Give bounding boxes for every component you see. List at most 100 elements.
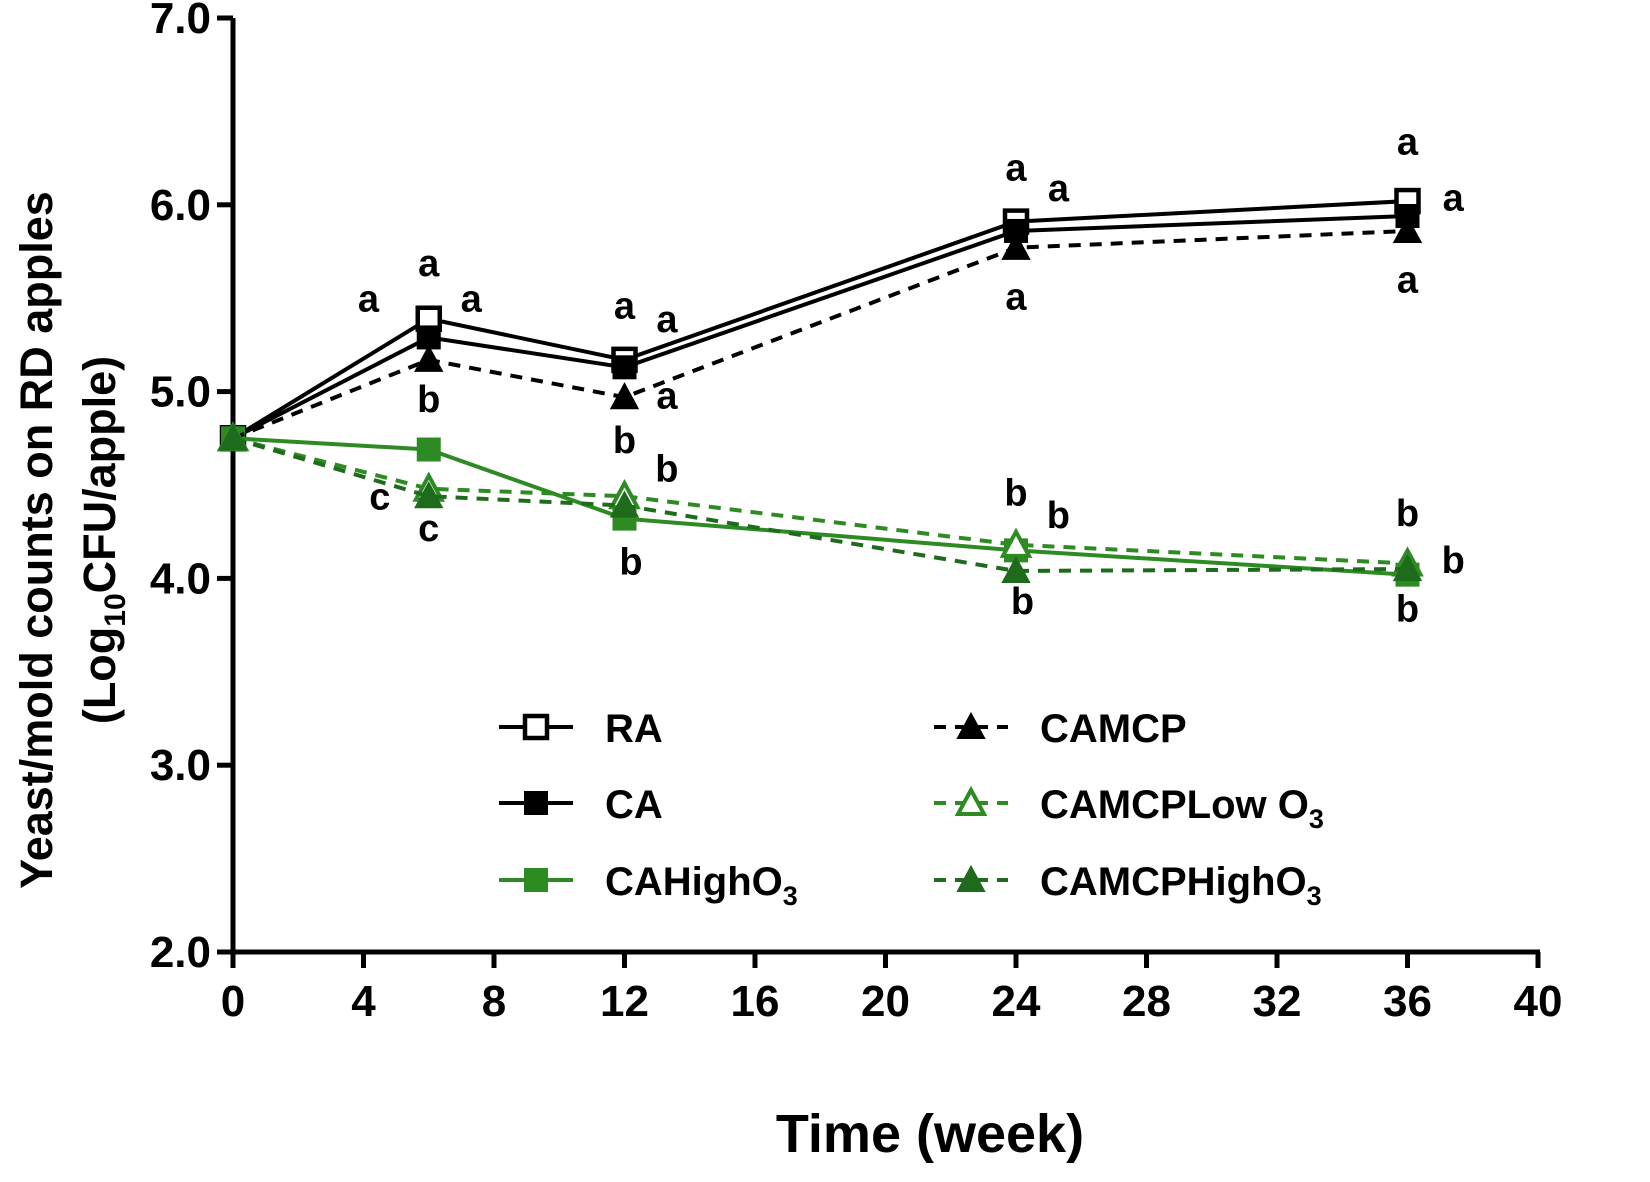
data-point: [609, 382, 640, 410]
legend-label-subscript: 3: [783, 881, 798, 911]
series-line: [232, 214, 1408, 441]
legend-item: RA: [499, 707, 663, 751]
data-point: [218, 423, 248, 451]
x-axis-label: Time (week): [776, 1104, 1084, 1164]
significance-letter: a: [1397, 121, 1419, 163]
legend-marker: [524, 868, 548, 892]
y-tick-label: 2.0: [150, 928, 211, 977]
series-cahigho3: [221, 426, 1420, 587]
legend-label: CAMCPLow O3: [1040, 783, 1324, 834]
x-tick-label: 40: [1514, 977, 1563, 1026]
legend-item: CAHighO3: [499, 860, 798, 911]
legend-label-subscript: 3: [1309, 804, 1324, 834]
y-axis-label-line2: (Log10CFU/apple): [74, 356, 132, 724]
series-layer: [216, 187, 1424, 587]
y-axis-label-line1: Yeast/mold counts on RD apples: [11, 191, 62, 889]
significance-letter: a: [418, 243, 440, 285]
significance-letter: a: [1005, 276, 1027, 318]
legend-marker: [522, 713, 550, 741]
significance-letter: a: [1048, 168, 1070, 210]
legend-label-text: CAHighO: [605, 860, 783, 904]
significance-letter: b: [619, 542, 642, 584]
axes-layer: 2.0 3.0 4.0 5.0 6.0 7.0 0 4 8 12 16 20 24 28 32 36 40: [150, 0, 1563, 1026]
significance-letter: c: [418, 508, 439, 550]
x-tick-label: 28: [1122, 977, 1171, 1026]
legend-label-text: CAMCPLow O: [1040, 783, 1309, 827]
series-camcphigho3: [218, 423, 1423, 583]
series-ra: [219, 187, 1421, 452]
y-axis-label-post: CFU/apple): [74, 356, 125, 594]
legend-label: RA: [605, 707, 663, 751]
significance-letter: b: [655, 448, 678, 490]
series-camcp: [218, 215, 1423, 451]
legend-label: CA: [605, 783, 663, 827]
data-point: [416, 437, 441, 462]
significance-letter: b: [1396, 493, 1419, 535]
y-tick-label: 4.0: [150, 554, 211, 603]
significance-letter: b: [1442, 540, 1465, 582]
y-axis-label-group: Yeast/mold counts on RD apples: [11, 191, 62, 889]
legend-item: CAMCPLow O3: [934, 783, 1324, 834]
significance-letter: a: [1443, 177, 1465, 219]
data-point: [612, 355, 637, 380]
x-tick-label: 24: [992, 977, 1041, 1026]
y-axis-label-sub: 10: [99, 593, 132, 626]
data-point: [1001, 232, 1031, 260]
data-point: [414, 481, 444, 509]
significance-letter: a: [1005, 148, 1027, 190]
significance-letter: b: [417, 379, 440, 421]
series-line: [232, 228, 1408, 441]
significance-letter: a: [656, 299, 678, 341]
legend-label: CAMCP: [1040, 707, 1187, 751]
data-point: [414, 344, 444, 372]
x-tick-label: 4: [351, 977, 376, 1026]
x-tick-label: 0: [221, 977, 245, 1026]
significance-letter: a: [614, 286, 636, 328]
legend-marker: [956, 711, 986, 740]
legend-label-text: RA: [605, 707, 663, 751]
x-tick-label: 8: [482, 977, 506, 1026]
series-line: [232, 436, 1408, 573]
y-axis-label-group-2: (Log10CFU/apple): [74, 356, 132, 724]
significance-letter: b: [1004, 473, 1027, 515]
series-ca: [221, 204, 1420, 451]
legend-item: CA: [499, 783, 663, 827]
legend-label: CAHighO3: [605, 860, 798, 911]
legend-label-text: CAMCP: [1040, 707, 1187, 751]
legend-label: CAMCPHighO3: [1040, 860, 1322, 911]
series-line: [231, 199, 1408, 441]
x-tick-label: 16: [731, 977, 780, 1026]
x-tick-label: 12: [600, 977, 649, 1026]
legend-label-subscript: 3: [1307, 881, 1322, 911]
x-tick-label: 36: [1383, 977, 1432, 1026]
legend-marker: [524, 791, 548, 815]
significance-letter: a: [1397, 260, 1419, 302]
legend-marker: [954, 785, 988, 817]
significance-letter: b: [1396, 588, 1419, 630]
data-point: [1001, 555, 1031, 583]
significance-letter: a: [656, 375, 678, 417]
legend-label-text: CA: [605, 783, 663, 827]
data-point: [1392, 215, 1423, 244]
series-line: [232, 436, 1408, 566]
significance-letter: a: [461, 278, 483, 320]
y-tick-label: 5.0: [150, 368, 211, 417]
significance-letter: c: [369, 476, 390, 518]
significance-letter: b: [1011, 581, 1034, 623]
y-tick-label: 3.0: [150, 741, 211, 790]
y-tick-label: 7.0: [150, 0, 211, 43]
legend-label-text: CAMCPHighO: [1040, 860, 1307, 904]
data-point: [609, 490, 640, 518]
legend-item: CAMCP: [934, 707, 1187, 751]
y-tick-label: 6.0: [150, 181, 211, 230]
x-tick-label: 32: [1253, 977, 1302, 1026]
significance-letter: b: [1047, 495, 1070, 537]
legend-item: CAMCPHighO3: [934, 860, 1322, 911]
significance-letter: b: [613, 420, 636, 462]
legend-marker: [956, 864, 986, 893]
data-point: [1392, 553, 1423, 582]
y-axis-label-pre: (Log: [74, 627, 125, 724]
